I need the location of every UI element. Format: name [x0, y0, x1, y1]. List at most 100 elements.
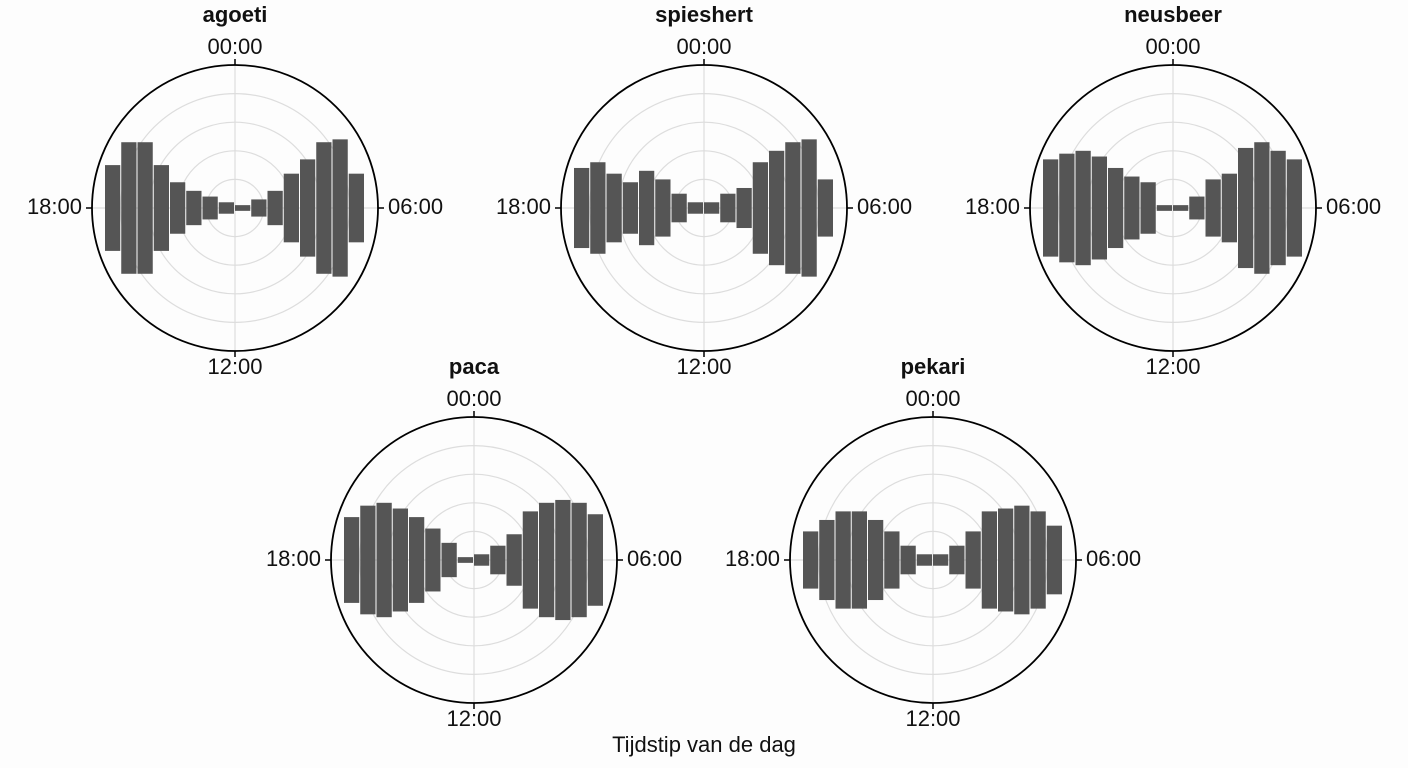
angle-label: 12:00	[446, 706, 501, 731]
bar	[1156, 205, 1172, 211]
bar	[655, 179, 671, 237]
bar	[1030, 511, 1046, 609]
bar	[522, 511, 538, 609]
bar	[606, 173, 622, 243]
angle-label: 00:00	[1145, 34, 1200, 59]
bar	[587, 514, 603, 606]
bar	[801, 139, 817, 277]
bar	[1205, 179, 1221, 237]
bar	[1254, 142, 1270, 274]
angle-label: 18:00	[27, 194, 82, 219]
bar	[506, 534, 522, 586]
bar	[539, 502, 555, 618]
angle-label: 12:00	[207, 354, 262, 379]
bar	[704, 202, 720, 214]
bar	[671, 193, 687, 223]
bar	[1189, 196, 1205, 220]
bar	[409, 517, 425, 603]
bar	[186, 190, 202, 226]
bar	[392, 508, 408, 612]
bar	[137, 142, 153, 274]
bar	[1238, 147, 1254, 269]
bar	[457, 557, 473, 563]
bar	[884, 531, 900, 589]
bar	[153, 165, 169, 251]
bar	[736, 187, 752, 229]
bar	[251, 199, 267, 217]
angle-label: 00:00	[676, 34, 731, 59]
angle-label: 06:00	[857, 194, 912, 219]
bar	[622, 182, 638, 234]
bar	[332, 139, 348, 277]
bar	[817, 179, 833, 237]
bar	[1140, 182, 1156, 234]
angle-label: 12:00	[905, 706, 960, 731]
angle-label: 18:00	[266, 546, 321, 571]
bar	[1046, 525, 1062, 595]
angle-label: 06:00	[1326, 194, 1381, 219]
angle-label: 00:00	[207, 34, 262, 59]
chart-title: paca	[449, 354, 500, 379]
angle-label: 18:00	[496, 194, 551, 219]
bar	[785, 142, 801, 274]
bar	[639, 170, 655, 246]
angle-label: 00:00	[446, 386, 501, 411]
bar	[1043, 159, 1059, 257]
bar	[981, 511, 997, 609]
angle-label: 06:00	[388, 194, 443, 219]
angle-label: 12:00	[1145, 354, 1200, 379]
chart-title: agoeti	[203, 2, 268, 27]
bar	[1286, 159, 1302, 257]
bar	[490, 545, 506, 575]
bar	[720, 193, 736, 223]
bar	[1221, 173, 1237, 243]
angle-label: 06:00	[1086, 546, 1141, 571]
angle-label: 18:00	[725, 546, 780, 571]
bar	[300, 159, 316, 257]
bar	[218, 202, 234, 214]
angle-label: 18:00	[965, 194, 1020, 219]
bar	[235, 205, 251, 211]
bar	[998, 508, 1014, 612]
bar	[868, 519, 884, 601]
bar	[803, 531, 819, 589]
bar	[769, 150, 785, 266]
bar	[819, 519, 835, 601]
bar	[202, 196, 218, 220]
bar	[1108, 167, 1124, 249]
bar	[916, 554, 932, 566]
bar	[965, 531, 981, 589]
bar	[1014, 505, 1030, 615]
bar	[170, 182, 186, 234]
bar	[316, 142, 332, 274]
bar	[835, 511, 851, 609]
angle-label: 06:00	[627, 546, 682, 571]
bar	[121, 142, 137, 274]
bar	[571, 502, 587, 618]
chart-title: neusbeer	[1124, 2, 1222, 27]
bar	[933, 554, 949, 566]
bar	[348, 173, 364, 243]
bar	[1173, 205, 1189, 211]
bar	[474, 554, 490, 566]
bar	[283, 173, 299, 243]
bar	[1075, 150, 1091, 266]
bar	[1059, 153, 1075, 263]
bar	[555, 499, 571, 621]
chart-title: pekari	[901, 354, 966, 379]
bar	[1091, 156, 1107, 260]
bar	[851, 511, 867, 609]
x-axis-label: Tijdstip van de dag	[612, 732, 796, 757]
chart-title: spieshert	[655, 2, 753, 27]
bar	[687, 202, 703, 214]
bar	[1124, 176, 1140, 240]
bar	[441, 542, 457, 578]
bar	[752, 162, 768, 254]
bar	[105, 165, 121, 251]
angle-label: 12:00	[676, 354, 731, 379]
bar	[574, 167, 590, 249]
bar	[267, 190, 283, 226]
bar	[425, 528, 441, 592]
bar	[949, 545, 965, 575]
